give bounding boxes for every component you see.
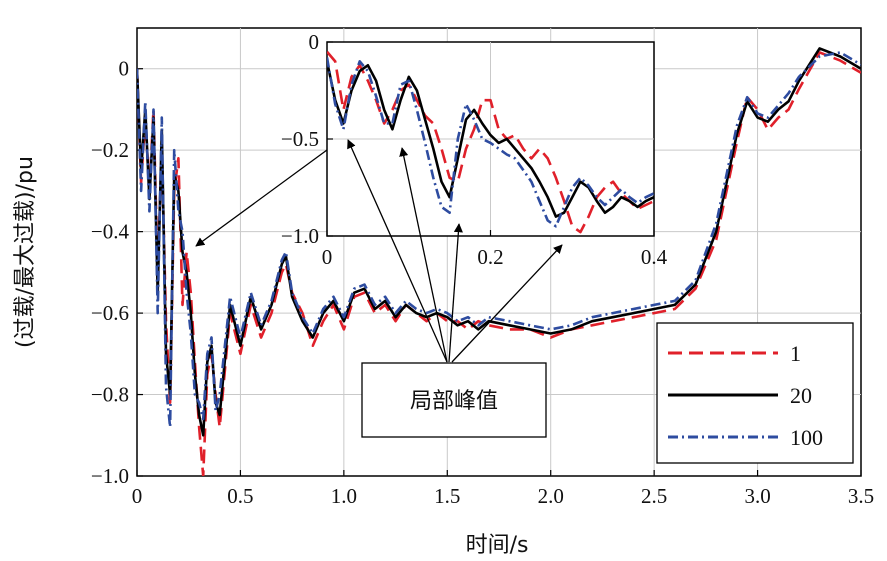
y-tick-label: −1.0 xyxy=(91,464,129,488)
x-tick-label: 2.0 xyxy=(538,484,564,508)
y-tick-label: −0.4 xyxy=(91,220,130,244)
annotation-arrow xyxy=(399,147,448,363)
x-tick-label: 1.5 xyxy=(434,484,460,508)
x-axis-label: 时间/s xyxy=(466,533,529,558)
inset-series-line-100 xyxy=(327,57,654,228)
series-line-100 xyxy=(137,51,861,429)
annotation-text: 局部峰值 xyxy=(410,389,498,414)
series-line-1 xyxy=(137,51,861,476)
y-tick-label: −0.8 xyxy=(91,383,129,407)
legend: 1 20 100 xyxy=(656,322,854,464)
inset-y-tick-labels: 0 −0.5 −1.0 xyxy=(281,30,319,248)
x-tick-label: 2.5 xyxy=(641,484,667,508)
inset-pointer-arrow xyxy=(195,149,328,247)
annotation-arrow xyxy=(451,244,563,363)
inset-y-tick-label: −1.0 xyxy=(281,224,319,248)
x-tick-label: 1.0 xyxy=(331,484,357,508)
x-tick-label: 0.5 xyxy=(227,484,253,508)
y-axis-label: (过载/最大过载)/pu xyxy=(13,156,38,348)
legend-box xyxy=(656,322,854,464)
x-tick-label: 0 xyxy=(132,484,143,508)
legend-label-20: 20 xyxy=(790,383,812,408)
series-line-20 xyxy=(137,47,861,437)
x-tick-label: 3.0 xyxy=(744,484,770,508)
y-tick-label: −0.6 xyxy=(91,301,129,325)
inset-grid xyxy=(326,41,655,237)
inset-x-tick-labels: 0 0.2 0.4 xyxy=(322,245,668,269)
annotation-arrow xyxy=(448,223,463,363)
inset-x-tick-label: 0.4 xyxy=(641,245,668,269)
annotation-arrow xyxy=(347,139,448,363)
inset-x-tick-label: 0 xyxy=(322,245,333,269)
x-tick-labels: 0 0.5 1.0 1.5 2.0 2.5 3.0 3.5 xyxy=(132,484,874,508)
legend-label-1: 1 xyxy=(790,341,801,366)
main-series-group xyxy=(137,47,861,476)
peak-annotation: 局部峰值 xyxy=(195,139,563,438)
y-tick-label: −0.2 xyxy=(91,138,129,162)
inset-x-tick-label: 0.2 xyxy=(477,245,503,269)
y-tick-labels: 0 −0.2 −0.4 −0.6 −0.8 −1.0 xyxy=(91,57,130,488)
inset-series-line-20 xyxy=(327,61,654,218)
x-tick-label: 3.5 xyxy=(848,484,874,508)
y-tick-label: 0 xyxy=(119,57,130,81)
inset-y-tick-label: −0.5 xyxy=(281,127,319,151)
inset-y-tick-label: 0 xyxy=(309,30,320,54)
legend-label-100: 100 xyxy=(790,425,823,450)
annotation-box xyxy=(361,362,547,438)
inset-series-line-1 xyxy=(327,50,654,234)
inset-series-group xyxy=(327,50,654,234)
